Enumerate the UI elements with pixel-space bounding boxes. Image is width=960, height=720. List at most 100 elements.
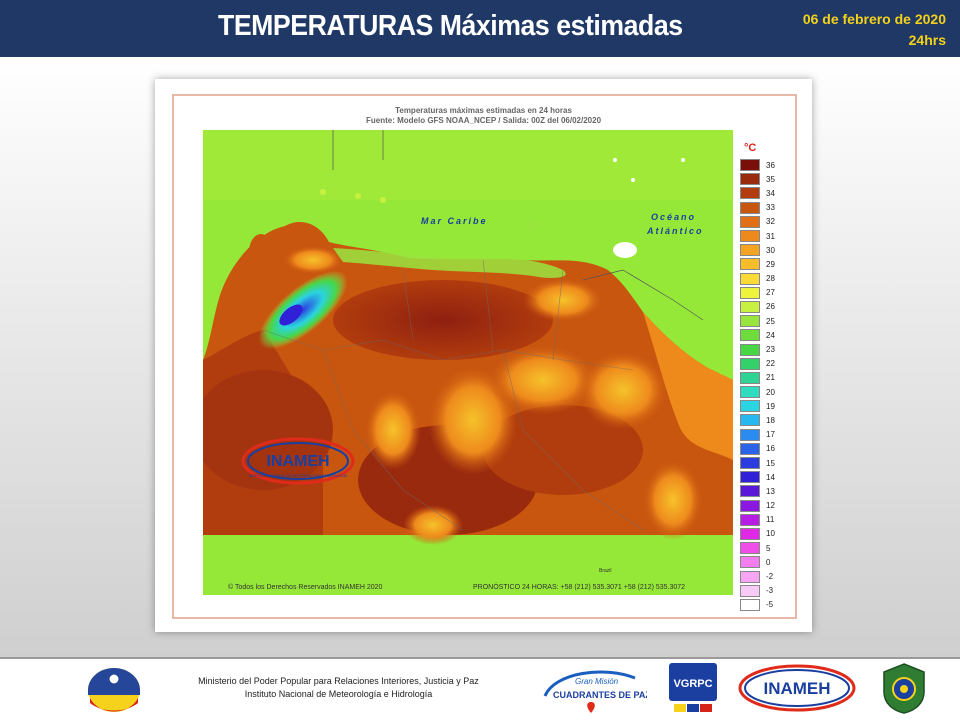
legend-label: 17 [766, 430, 775, 440]
warm-patch-8 [283, 246, 343, 274]
gmcp-arc [543, 670, 636, 697]
legend-label: 24 [766, 330, 775, 340]
institutional-seal [883, 663, 925, 714]
brazil-label: Brazil [599, 568, 612, 574]
map-frame [172, 94, 797, 619]
legend-label: 5 [766, 543, 771, 553]
legend-label: 14 [766, 472, 775, 482]
legend-label: -3 [766, 586, 774, 596]
vgrpc-red [700, 704, 712, 712]
legend-swatch [740, 159, 760, 172]
legend-swatch [740, 371, 760, 384]
legend-swatch [740, 315, 760, 328]
legend-swatch [740, 258, 760, 271]
legend-label: -5 [766, 600, 774, 610]
legend-label: 16 [766, 444, 775, 454]
legend-label: 26 [766, 302, 775, 312]
temperature-legend: °C 36 35 34 33 32 31 30 29 28 27 26 25 24 23 22 21 20 19 1… [740, 142, 800, 612]
ocean-label-1: Océano [651, 212, 696, 222]
ministry-text: Ministerio del Poder Popular para Relaci… [186, 675, 491, 701]
legend-label: 28 [766, 274, 775, 284]
island-bonaire [380, 197, 386, 203]
legend-swatch [740, 400, 760, 413]
legend-swatch [740, 286, 760, 299]
legend-row: 26 [740, 300, 800, 314]
warm-patch-7 [403, 505, 463, 545]
legend-rows: 36 35 34 33 32 31 30 29 28 27 26 25 24 23 22 21 20 19 18 17… [740, 158, 800, 612]
hot-core-west [203, 370, 333, 490]
gmcp-line-2: CUADRANTES DE PAZ [553, 690, 647, 700]
island-lesser-3 [681, 158, 685, 162]
legend-label: 27 [766, 288, 775, 298]
ministry-line-1: Ministerio del Poder Popular para Relaci… [198, 676, 479, 686]
legend-swatch [740, 201, 760, 214]
footer-swoosh-blue [744, 669, 850, 707]
legend-label: 13 [766, 486, 775, 496]
legend-swatch [740, 499, 760, 512]
legend-row: 31 [740, 229, 800, 243]
legend-swatch [740, 428, 760, 441]
warm-patch-4 [365, 390, 421, 470]
legend-label: 19 [766, 401, 775, 411]
legend-row: 30 [740, 243, 800, 257]
legend-row: 34 [740, 186, 800, 200]
legend-row: 12 [740, 499, 800, 513]
vgrpc-yellow [674, 704, 686, 712]
inameh-footer-logo: INAMEH [738, 664, 856, 712]
legend-unit: °C [744, 142, 757, 154]
legend-label: 23 [766, 345, 775, 355]
legend-label: 30 [766, 245, 775, 255]
legend-swatch [740, 329, 760, 342]
legend-swatch [740, 556, 760, 569]
legend-label: 22 [766, 359, 775, 369]
map-card: Temperaturas máximas estimadas en 24 hor… [155, 79, 812, 632]
vgrpc-box [669, 663, 717, 701]
legend-swatch [740, 471, 760, 484]
legend-row: 36 [740, 158, 800, 172]
legend-row: 35 [740, 172, 800, 186]
ministry-line-2: Instituto Nacional de Meteorología e Hid… [244, 689, 433, 699]
legend-label: 32 [766, 217, 775, 227]
legend-label: 10 [766, 529, 775, 539]
guyana-region [643, 312, 733, 460]
flag-emblem [108, 673, 120, 685]
logo-text: INAMEH [266, 453, 329, 470]
legend-label: 0 [766, 557, 771, 567]
legend-swatch [740, 414, 760, 427]
legend-row: 5 [740, 541, 800, 555]
legend-label: 21 [766, 373, 775, 383]
footer-bar: Ministerio del Poder Popular para Relaci… [0, 657, 960, 720]
island-aruba [320, 189, 326, 195]
island-trinidad [613, 242, 637, 258]
legend-row: -5 [740, 598, 800, 612]
legend-swatch [740, 570, 760, 583]
legend-row: 27 [740, 286, 800, 300]
legend-label: 15 [766, 458, 775, 468]
legend-swatch [740, 173, 760, 186]
legend-row: 10 [740, 527, 800, 541]
logo-swoosh-red [241, 437, 355, 485]
legend-swatch [740, 357, 760, 370]
map-copyright: © Todos los Derechos Reservados INAMEH 2… [228, 584, 383, 591]
warm-patch-2 [488, 345, 598, 415]
hot-core-llanos [333, 280, 553, 360]
island-margarita [529, 222, 537, 230]
legend-row: 28 [740, 272, 800, 286]
sea-top-band [203, 130, 733, 200]
vgrpc-text: VGRPC [673, 678, 712, 690]
legend-row: 32 [740, 215, 800, 229]
legend-row: 18 [740, 413, 800, 427]
legend-row: 22 [740, 357, 800, 371]
legend-row: 24 [740, 328, 800, 342]
coast-green [333, 248, 566, 278]
legend-swatch [740, 343, 760, 356]
island-curacao [355, 193, 361, 199]
legend-row: -3 [740, 584, 800, 598]
legend-row: 14 [740, 470, 800, 484]
legend-swatch [740, 527, 760, 540]
sea-label: Mar Caribe [421, 216, 488, 226]
map-title: Temperaturas máximas estimadas en 24 hor… [395, 106, 572, 115]
island-lesser-1 [613, 158, 617, 162]
legend-row: 15 [740, 456, 800, 470]
legend-swatch [740, 187, 760, 200]
